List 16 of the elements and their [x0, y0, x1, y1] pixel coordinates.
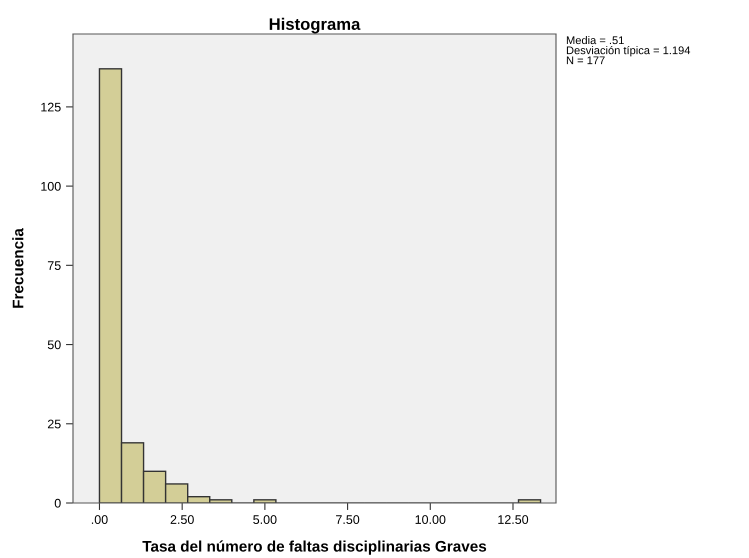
x-axis-title: Tasa del número de faltas disciplinarias Graves [142, 540, 486, 555]
x-tick-label: 2.50 [170, 515, 194, 524]
x-tick-label: .00 [92, 515, 108, 524]
x-tick-label: 10.00 [416, 515, 446, 524]
y-tick-label: 50 [48, 340, 61, 350]
y-tick-label: 25 [48, 420, 61, 428]
y-tick-label: 125 [41, 102, 61, 112]
x-tick-label: 7.50 [336, 515, 360, 524]
y-tick-label: 75 [48, 261, 61, 270]
y-tick-label: 0 [54, 498, 61, 508]
y-tick-label: 100 [41, 182, 61, 191]
text: Media = .51 Desviación típica = 1.194 N = 177 [566, 36, 690, 64]
chart-title: Histograma [270, 18, 360, 34]
x-tick-label: 12.50 [498, 515, 528, 524]
y-axis-title: Frecuencia [12, 228, 24, 308]
x-tick-label: 5.00 [253, 515, 277, 524]
